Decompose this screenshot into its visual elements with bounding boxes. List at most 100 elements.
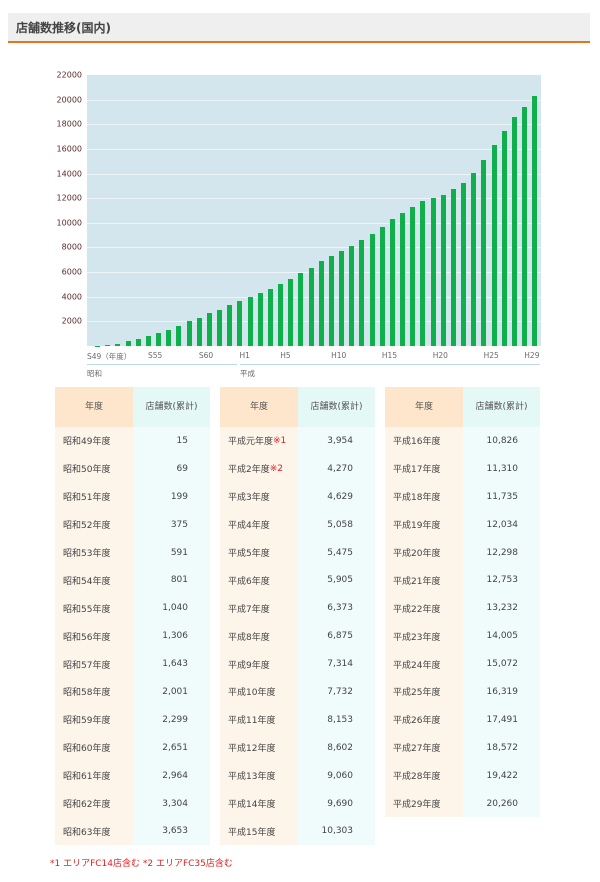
year-label: 昭和62年度 bbox=[63, 800, 111, 811]
bar-H15 bbox=[389, 219, 395, 346]
year-label: 平成12年度 bbox=[228, 744, 276, 755]
year-cell: 平成9年度 bbox=[220, 650, 298, 678]
bar-H12 bbox=[359, 240, 365, 346]
year-cell: 昭和53年度 bbox=[55, 539, 133, 567]
count-cell: 16,319 bbox=[486, 686, 519, 697]
count-cell: 8,153 bbox=[327, 714, 353, 725]
count-cell: 5,905 bbox=[327, 575, 353, 586]
year-label: 平成13年度 bbox=[228, 772, 276, 783]
year-label: 平成6年度 bbox=[228, 576, 270, 587]
count-cell: 11,735 bbox=[486, 491, 519, 502]
bar-S63 bbox=[237, 301, 243, 346]
header-count-line1: 店舗数 bbox=[475, 402, 503, 412]
year-cell: 平成19年度 bbox=[385, 511, 463, 539]
year-cell: 昭和58年度 bbox=[55, 678, 133, 706]
year-label: 昭和50年度 bbox=[63, 465, 111, 476]
chart-plot-area bbox=[87, 75, 541, 346]
count-cell: 12,298 bbox=[486, 547, 519, 558]
year-cell: 平成20年度 bbox=[385, 539, 463, 567]
bar-H9 bbox=[328, 255, 334, 346]
year-column: 年度 平成元年度 ※1 平成2年度 ※2 平成3年度 平成4年度 平成5年度 平成6年度 平成7年… bbox=[220, 387, 298, 846]
bar-S51 bbox=[115, 343, 121, 346]
gridline bbox=[87, 173, 541, 175]
year-label: 昭和54年度 bbox=[63, 576, 111, 587]
bar-H8 bbox=[318, 261, 324, 346]
year-cell: 昭和59年度 bbox=[55, 706, 133, 734]
count-column: 店舗数 (累計) 10,826 11,310 11,735 12,034 12,298 12,… bbox=[463, 387, 540, 818]
header-count: 店舗数 (累計) bbox=[133, 387, 210, 427]
year-cell: 平成16年度 bbox=[385, 427, 463, 455]
year-cell: 平成23年度 bbox=[385, 622, 463, 650]
era-line bbox=[87, 364, 237, 365]
bar-H5 bbox=[288, 278, 294, 346]
x-tick-label: S55 bbox=[148, 351, 163, 360]
bar-S50 bbox=[105, 345, 111, 346]
count-cell: 4,270 bbox=[327, 463, 353, 474]
bar-H19 bbox=[430, 197, 436, 346]
count-cell: 5,058 bbox=[327, 519, 353, 530]
year-cell: 昭和54年度 bbox=[55, 566, 133, 594]
gridline bbox=[87, 198, 541, 200]
bar-S58 bbox=[186, 321, 192, 346]
gridline bbox=[87, 321, 541, 323]
bar-S60 bbox=[206, 313, 212, 346]
footnote: *1 エリアFC14店含む *2 エリアFC35店含む bbox=[50, 859, 233, 869]
year-label: 昭和52年度 bbox=[63, 521, 111, 532]
count-cell: 7,314 bbox=[327, 659, 353, 670]
year-cell: 平成10年度 bbox=[220, 678, 298, 706]
count-cell: 2,299 bbox=[162, 714, 188, 725]
era-label: 平成 bbox=[240, 369, 255, 378]
x-tick-label: H1 bbox=[239, 351, 250, 360]
year-label: 平成11年度 bbox=[228, 716, 276, 727]
bar-H11 bbox=[349, 245, 355, 346]
year-cell: 平成25年度 bbox=[385, 678, 463, 706]
year-cell: 平成14年度 bbox=[220, 790, 298, 818]
count-cell: 19,422 bbox=[486, 770, 519, 781]
bar-H21 bbox=[450, 188, 456, 346]
count-cell: 3,954 bbox=[327, 435, 353, 446]
header-count: 店舗数 (累計) bbox=[298, 387, 375, 427]
year-label: 平成15年度 bbox=[228, 827, 276, 838]
count-cell: 2,651 bbox=[162, 742, 188, 753]
year-cell: 平成12年度 bbox=[220, 734, 298, 762]
header-year: 年度 bbox=[55, 387, 133, 427]
year-cell: 昭和52年度 bbox=[55, 511, 133, 539]
y-tick-label: 2000 bbox=[61, 316, 82, 326]
count-cell: 12,753 bbox=[486, 575, 519, 586]
y-tick-label: 22000 bbox=[56, 70, 82, 80]
count-column: 店舗数 (累計) 15 69 199 375 591 801 1,040 1,306 1,643 2,… bbox=[133, 387, 210, 846]
year-cell: 平成3年度 bbox=[220, 483, 298, 511]
year-cell: 平成11年度 bbox=[220, 706, 298, 734]
bar-S59 bbox=[196, 317, 202, 346]
year-cell: 昭和61年度 bbox=[55, 762, 133, 790]
year-cell: 昭和60年度 bbox=[55, 734, 133, 762]
x-tick-label: H29 bbox=[524, 351, 540, 360]
y-tick-label: 14000 bbox=[56, 169, 82, 179]
count-cell: 4,629 bbox=[327, 491, 353, 502]
bar-H1 bbox=[247, 297, 253, 346]
count-cell: 11,310 bbox=[486, 463, 519, 474]
x-tick-label: S60 bbox=[198, 351, 214, 360]
count-cell: 3,653 bbox=[162, 826, 188, 837]
count-cell: 801 bbox=[170, 575, 188, 586]
bar-S57 bbox=[176, 325, 182, 346]
header-count-line2: (累計) bbox=[172, 402, 198, 412]
year-label: 平成19年度 bbox=[393, 521, 441, 532]
count-cell: 199 bbox=[170, 491, 188, 502]
y-tick-label: 20000 bbox=[56, 95, 82, 105]
header-count-line2: (累計) bbox=[337, 402, 363, 412]
section-title: 店舗数推移(国内) bbox=[16, 20, 111, 35]
year-cell: 平成8年度 bbox=[220, 622, 298, 650]
count-cell: 20,260 bbox=[486, 798, 519, 809]
bar-H14 bbox=[379, 226, 385, 346]
x-tick-label: H20 bbox=[432, 351, 448, 360]
year-cell: 平成21年度 bbox=[385, 566, 463, 594]
bar-H23 bbox=[471, 173, 477, 346]
bar-H2 bbox=[257, 293, 263, 346]
x-tick-label: H25 bbox=[483, 351, 499, 360]
bar-H20 bbox=[440, 194, 446, 346]
year-label: 昭和57年度 bbox=[63, 660, 111, 671]
count-cell: 1,040 bbox=[162, 603, 188, 614]
count-cell: 69 bbox=[176, 463, 188, 474]
year-label: 昭和58年度 bbox=[63, 688, 111, 699]
